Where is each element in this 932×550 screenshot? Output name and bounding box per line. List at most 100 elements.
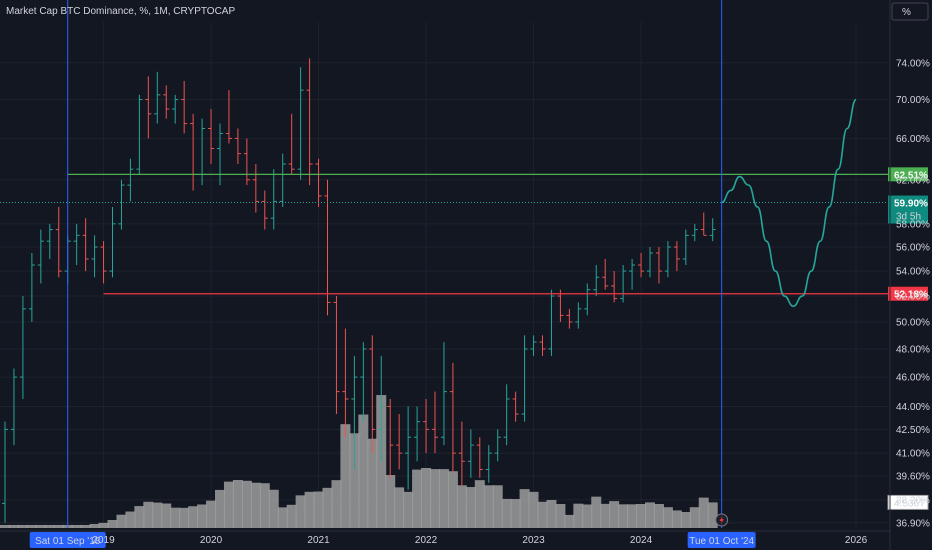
volume-bar — [161, 503, 172, 528]
volume-bar — [8, 524, 19, 528]
volume-bar — [698, 497, 709, 528]
volume-bar — [268, 489, 279, 528]
volume-bar — [26, 524, 37, 528]
y-tick-label: 62.00% — [896, 175, 930, 186]
volume-bar — [546, 500, 557, 528]
volume-bar — [447, 471, 458, 528]
volume-bar — [286, 504, 297, 528]
x-tick-label: 2023 — [522, 535, 545, 546]
y-tick-label: 44.00% — [896, 402, 930, 413]
volume-bar — [35, 524, 46, 528]
volume-bar — [456, 485, 467, 528]
current-price-label: 59.90% — [894, 199, 928, 210]
volume-bar — [170, 507, 181, 528]
x-tick-label: 2026 — [845, 535, 868, 546]
countdown-label: 3d 5h — [896, 212, 921, 223]
volume-bar — [555, 504, 566, 528]
volume-bar — [519, 489, 530, 528]
y-tick-label: 70.00% — [896, 95, 930, 106]
volume-bar — [528, 491, 539, 528]
volume-bar — [152, 502, 163, 528]
y-tick-label: 66.00% — [896, 134, 930, 145]
volume-bar — [17, 524, 28, 528]
volume-bar — [591, 496, 602, 528]
x-tick-label: 2022 — [415, 535, 438, 546]
volume-bar — [671, 510, 682, 528]
cursor-date-tag-right — [687, 532, 756, 548]
volume-bar — [143, 501, 154, 528]
volume-tag-label: 4.536T — [894, 498, 925, 509]
current-price-tag — [888, 195, 928, 224]
volume-bar — [313, 491, 324, 528]
volume-bar — [465, 487, 476, 528]
volume-bar — [197, 504, 208, 528]
level-layer: 62.51% 52.18% 59.90% 3d 5h 4.536T — [0, 167, 929, 510]
volume-bar — [662, 507, 673, 528]
y-tick-label: 41.00% — [896, 449, 930, 460]
y-tick-label: 38.20% — [896, 495, 930, 506]
volume-bar — [259, 483, 270, 528]
volume-bar — [537, 501, 548, 528]
y-tick-label: 42.50% — [896, 425, 930, 436]
level-price-label: 62.51% — [894, 170, 928, 181]
volume-bar — [367, 438, 378, 528]
y-tick-label: 58.00% — [896, 219, 930, 230]
y-tick-label: 46.00% — [896, 373, 930, 384]
volume-bar — [430, 469, 440, 528]
volume-tag — [887, 494, 929, 510]
volume-bar — [707, 502, 718, 528]
volume-bar — [394, 487, 405, 528]
volume-bar — [385, 475, 396, 528]
cursor-date-right: Tue 01 Oct '24 — [689, 536, 754, 547]
projection-layer — [721, 98, 857, 308]
volume-bar — [412, 469, 423, 528]
volume-bar — [627, 504, 638, 528]
volume-bar — [689, 507, 700, 528]
y-tick-label: 36.90% — [896, 518, 930, 529]
volume-bar — [573, 503, 584, 528]
volume-bar — [0, 524, 10, 528]
volume-bar — [403, 491, 414, 528]
volume-bar — [116, 514, 127, 528]
volume-bar — [609, 501, 620, 528]
scale-button-label[interactable]: % — [902, 7, 911, 18]
volume-bar — [600, 503, 611, 528]
volume-bar — [277, 507, 288, 528]
x-tick-label: 2020 — [200, 535, 223, 546]
volume-bar — [53, 524, 64, 528]
x-tick-label: 2024 — [630, 535, 653, 546]
volume-bar — [241, 480, 252, 528]
volume-bar — [492, 485, 503, 528]
volume-bar — [125, 511, 136, 528]
scale-button-frame[interactable] — [891, 2, 929, 21]
volume-bar — [107, 520, 118, 528]
candle-layer — [2, 58, 716, 523]
volume-bar — [322, 487, 333, 528]
volume-bar — [483, 485, 494, 528]
y-tick-label: 39.60% — [896, 472, 930, 483]
volume-bar — [564, 514, 575, 528]
level-price-label: 52.18% — [894, 290, 928, 301]
lightning-icon — [719, 515, 724, 525]
y-tick-label: 52.00% — [896, 292, 930, 303]
chart-title: Market Cap BTC Dominance, %, 1M, CRYPTOC… — [6, 6, 235, 17]
volume-bar — [653, 504, 664, 528]
volume-bar — [358, 414, 369, 528]
volume-layer — [0, 395, 718, 528]
y-tick-label: 50.00% — [896, 317, 930, 328]
cursor-layer: Sat 01 Sep '18 Tue 01 Oct '24 — [29, 0, 756, 548]
projection-curve[interactable] — [721, 98, 857, 308]
volume-bar — [376, 395, 387, 528]
level-price-tag — [888, 286, 928, 301]
volume-bar — [501, 498, 512, 528]
scale-button[interactable]: % — [891, 2, 929, 21]
y-tick-label: 74.00% — [896, 58, 930, 69]
volume-bar — [582, 504, 593, 528]
volume-bar — [80, 524, 91, 528]
volume-bar — [304, 491, 315, 528]
volume-bar — [349, 433, 360, 528]
